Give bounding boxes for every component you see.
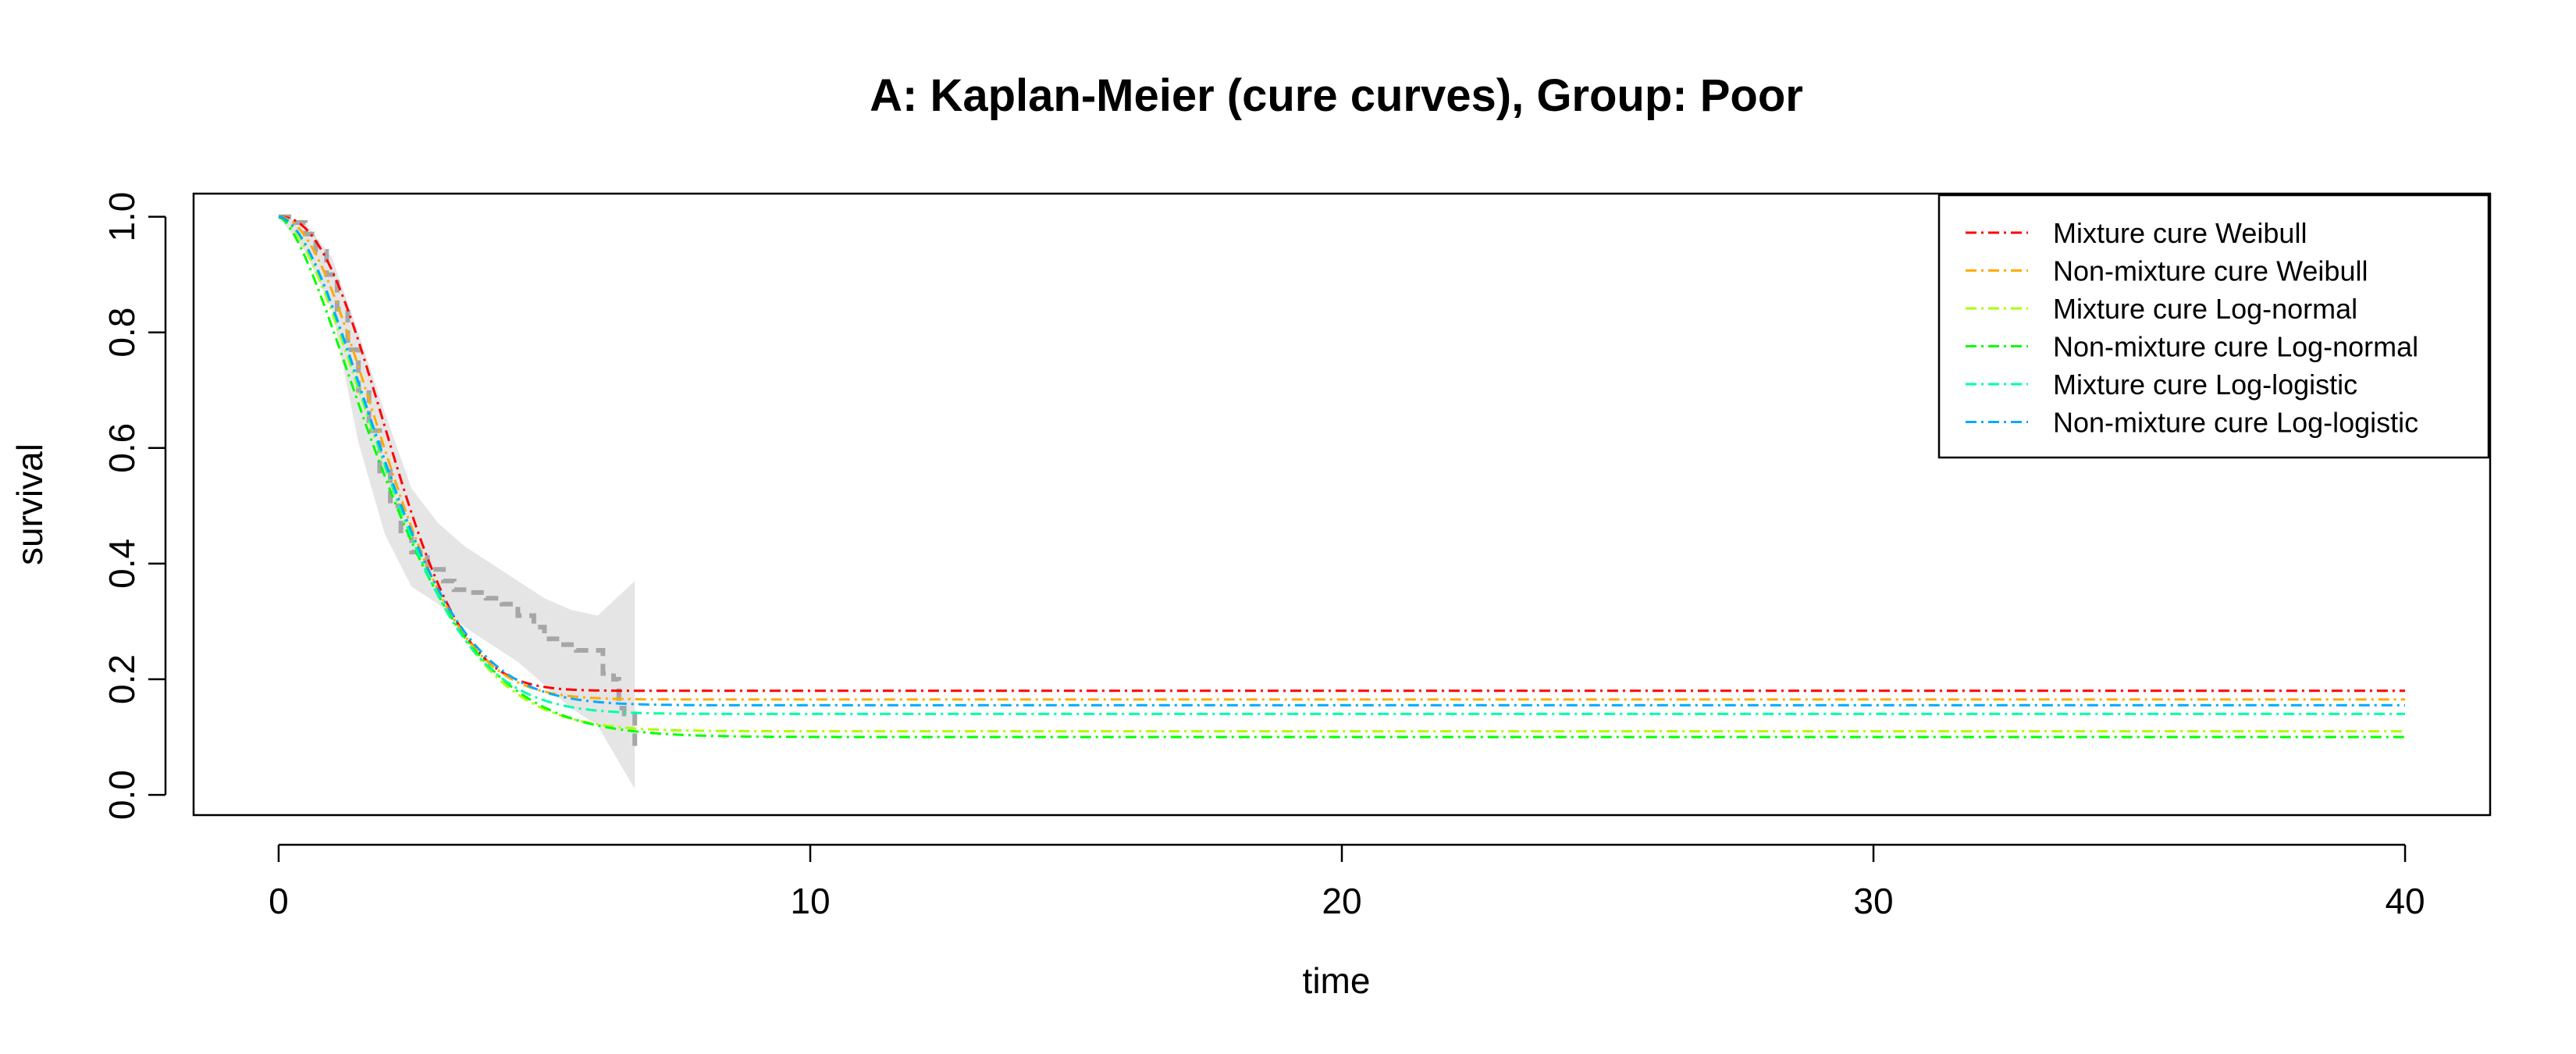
x-tick-label: 0: [269, 881, 289, 921]
y-tick-label: 0.4: [101, 539, 142, 589]
x-axis-label: time: [1303, 960, 1371, 1001]
fitted-curve-4: [278, 215, 2405, 739]
fitted-curve-6: [278, 215, 2405, 707]
fitted-curve-1: [278, 215, 2405, 693]
km-confidence-band: [279, 216, 635, 789]
confidence-band-layer: [279, 216, 635, 789]
legend-label: Mixture cure Log-logistic: [2053, 369, 2357, 401]
legend-label: Non-mixture cure Weibull: [2053, 255, 2368, 287]
legend-label: Non-mixture cure Log-normal: [2053, 331, 2418, 363]
legend-box: [1937, 194, 2490, 459]
fitted-curves-layer: [278, 215, 2405, 739]
y-axis-label: survival: [9, 443, 50, 565]
x-tick-label: 20: [1322, 881, 1361, 921]
fitted-curve-5: [278, 215, 2405, 715]
legend-label: Mixture cure Log-normal: [2053, 293, 2357, 325]
km-curve-layer: [279, 214, 638, 749]
fitted-curve-2: [278, 215, 2405, 701]
x-tick-label: 10: [790, 881, 830, 921]
fitted-curve-3: [278, 215, 2405, 733]
x-tick-label: 40: [2385, 881, 2425, 921]
y-tick-label: 0.2: [101, 654, 142, 704]
km-curve: [279, 214, 638, 749]
x-tick-label: 30: [1853, 881, 1893, 921]
legend-label: Non-mixture cure Log-logistic: [2053, 407, 2418, 439]
plot-frame: [192, 192, 2492, 817]
legend: Mixture cure Weibull Non-mixture cure Wei…: [1937, 194, 2490, 459]
legend-label: Mixture cure Weibull: [2053, 217, 2307, 249]
y-tick-label: 1.0: [101, 192, 142, 242]
y-tick-label: 0.0: [101, 770, 142, 820]
y-axis: 0.0 0.2 0.4 0.6 0.8 1.0: [101, 192, 167, 820]
y-tick-label: 0.8: [101, 308, 142, 358]
y-tick-label: 0.6: [101, 423, 142, 473]
x-axis: 0 10 20 30 40: [269, 843, 2425, 921]
chart-title: A: Kaplan-Meier (cure curves), Group: Po…: [870, 70, 1803, 121]
